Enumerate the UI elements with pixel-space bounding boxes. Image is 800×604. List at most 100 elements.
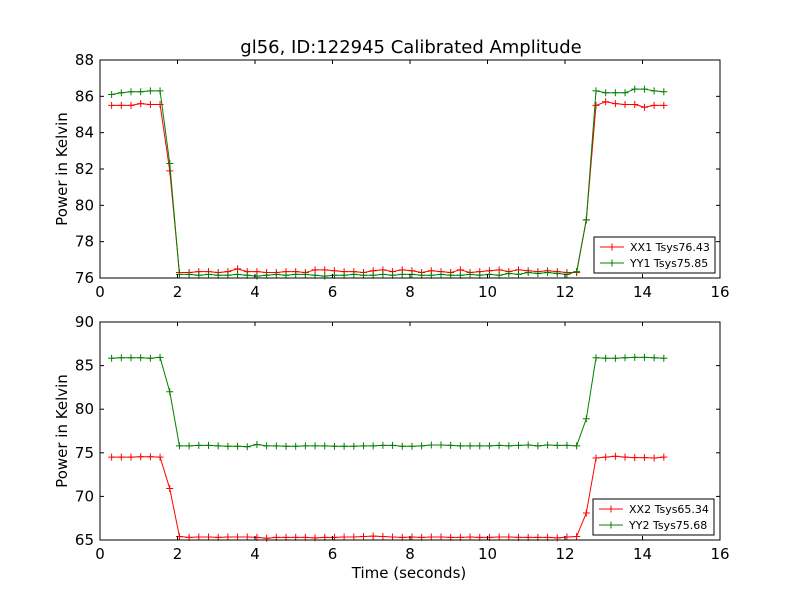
data-point <box>137 354 145 362</box>
data-point <box>117 101 125 109</box>
data-point <box>195 441 203 449</box>
x-tick-label: 4 <box>250 545 260 563</box>
legend-box <box>593 236 716 274</box>
data-point <box>447 441 455 449</box>
data-point <box>185 442 193 450</box>
data-point <box>524 441 532 449</box>
x-tick-label: 6 <box>328 545 338 563</box>
data-point <box>563 441 571 449</box>
data-point <box>175 442 183 450</box>
data-point <box>127 101 135 109</box>
data-point <box>369 532 377 540</box>
data-point <box>146 101 154 109</box>
data-point <box>437 441 445 449</box>
x-tick-label: 8 <box>405 283 415 301</box>
data-point <box>640 454 648 462</box>
data-point <box>631 101 639 109</box>
data-point <box>146 87 154 95</box>
data-point <box>205 441 212 449</box>
data-point <box>437 270 445 278</box>
data-point <box>660 453 668 461</box>
data-point <box>389 533 397 541</box>
data-point <box>650 101 658 109</box>
data-point <box>301 270 309 278</box>
data-point <box>108 354 116 362</box>
legend-label: XX1 Tsys76.43 <box>630 241 710 254</box>
data-point <box>195 533 203 541</box>
data-point <box>398 442 406 450</box>
data-point <box>350 533 358 541</box>
data-point <box>466 270 474 278</box>
data-point <box>621 101 629 109</box>
data-point <box>146 354 154 362</box>
data-point <box>505 269 513 277</box>
data-point <box>592 454 600 462</box>
legend-box <box>592 498 715 536</box>
data-point <box>311 442 319 450</box>
data-point <box>243 443 251 451</box>
data-point <box>379 533 387 541</box>
y-axis-label: Power in Kelvin <box>53 112 71 226</box>
data-point <box>156 453 164 461</box>
x-axis-label: Time (seconds) <box>351 564 467 582</box>
y-tick-label: 85 <box>75 357 94 375</box>
data-point <box>602 89 610 97</box>
data-point <box>350 270 358 278</box>
chart-title: gl56, ID:122945 Calibrated Amplitude <box>240 37 581 58</box>
data-point <box>437 533 445 541</box>
y-tick-label: 86 <box>75 87 94 105</box>
data-point <box>631 454 639 462</box>
data-point <box>398 270 406 278</box>
data-point <box>321 442 329 450</box>
data-point <box>515 270 522 278</box>
series-line <box>111 88 664 277</box>
data-point <box>253 441 261 449</box>
y-tick-label: 82 <box>75 160 94 178</box>
data-point <box>379 441 387 449</box>
data-point <box>418 442 426 450</box>
data-point <box>108 453 116 461</box>
series-line <box>111 455 664 539</box>
data-point <box>515 441 522 449</box>
data-point <box>466 533 474 541</box>
x-tick-label: 6 <box>328 283 338 301</box>
data-point <box>650 454 658 462</box>
y-tick-label: 80 <box>75 400 94 418</box>
data-point <box>427 441 435 449</box>
data-point <box>340 533 348 541</box>
data-point <box>243 533 251 541</box>
data-point <box>214 442 222 450</box>
data-point <box>660 101 668 109</box>
data-point <box>640 353 648 361</box>
data-point <box>117 89 125 97</box>
y-tick-label: 88 <box>75 51 94 69</box>
data-point <box>621 89 629 97</box>
data-point <box>534 442 542 450</box>
data-point <box>476 442 484 450</box>
data-point <box>553 269 561 277</box>
data-point <box>534 269 542 277</box>
legend-label: YY2 Tsys75.68 <box>628 519 707 532</box>
data-point <box>282 442 290 450</box>
data-point <box>611 452 619 460</box>
y-tick-label: 84 <box>75 124 94 142</box>
data-point <box>573 442 581 450</box>
data-point <box>582 415 590 423</box>
legend: XX2 Tsys65.34 YY2 Tsys75.68 <box>592 498 715 536</box>
legend-marker <box>607 521 615 529</box>
data-point <box>127 88 135 96</box>
data-point <box>117 453 125 461</box>
data-point <box>108 91 116 99</box>
data-point <box>640 103 648 111</box>
y-tick-label: 65 <box>75 531 94 549</box>
data-point <box>301 442 309 450</box>
x-tick-label: 0 <box>95 545 105 563</box>
y-tick-label: 80 <box>75 196 94 214</box>
x-tick-label: 16 <box>710 283 729 301</box>
data-point <box>224 442 232 450</box>
data-point <box>631 353 639 361</box>
data-point <box>360 533 367 541</box>
legend-marker <box>608 243 616 251</box>
